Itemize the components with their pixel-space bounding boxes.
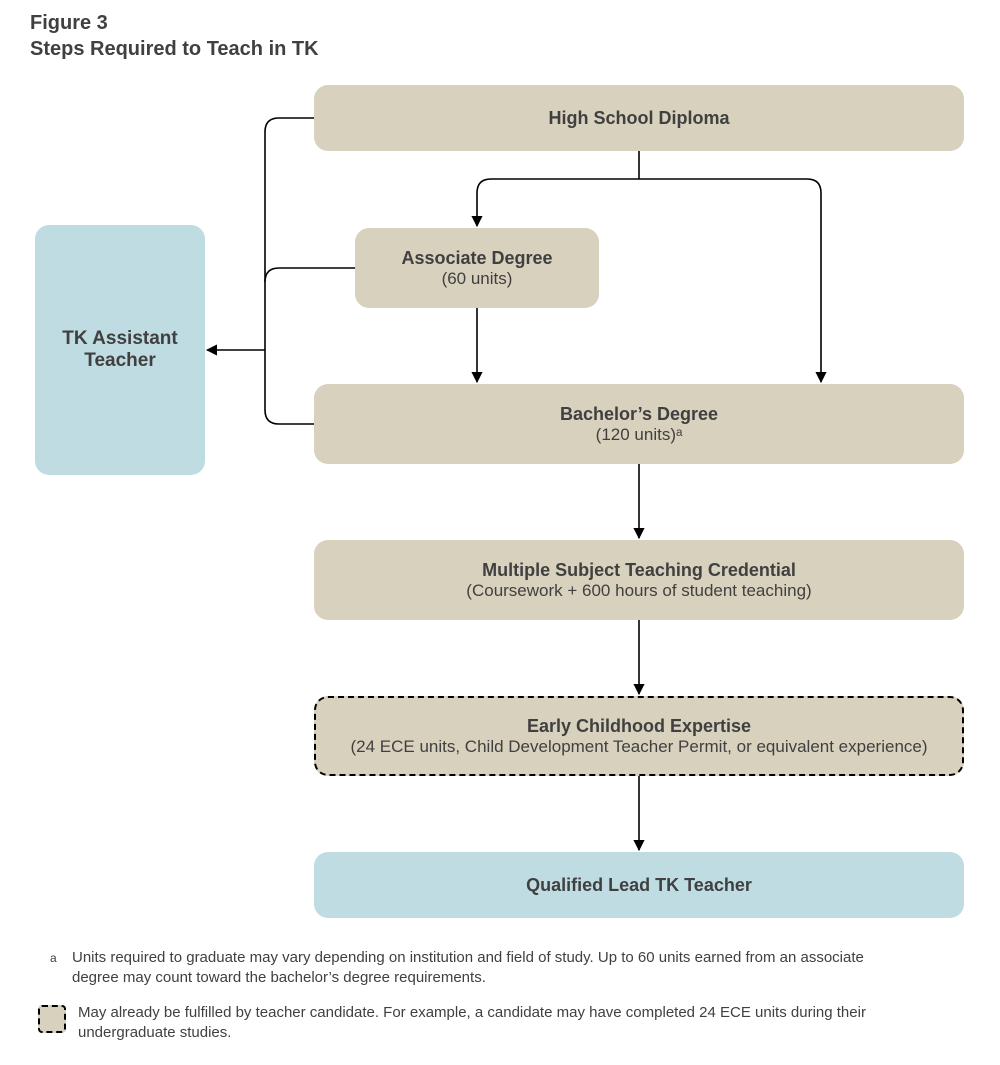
bachelors-degree-label: Bachelor’s Degree: [560, 404, 718, 425]
high-school-diploma-label: High School Diploma: [548, 108, 729, 129]
high-school-diploma-box: High School Diploma: [314, 85, 964, 151]
figure-title: Steps Required to Teach in TK: [30, 38, 319, 61]
figure-number: Figure 3: [30, 12, 108, 35]
teaching-credential-sub: (Coursework + 600 hours of student teach…: [466, 581, 811, 601]
qualified-lead-tk-teacher-label: Qualified Lead TK Teacher: [526, 875, 752, 896]
early-childhood-expertise-sub: (24 ECE units, Child Development Teacher…: [350, 737, 927, 757]
qualified-lead-tk-teacher-box: Qualified Lead TK Teacher: [314, 852, 964, 918]
teaching-credential-label: Multiple Subject Teaching Credential: [482, 560, 796, 581]
early-childhood-expertise-box: Early Childhood Expertise (24 ECE units,…: [314, 696, 964, 776]
legend-dashed-swatch: [38, 1005, 66, 1033]
bachelors-degree-box: Bachelor’s Degree (120 units)ᵃ: [314, 384, 964, 464]
footnote-a-marker: a: [50, 950, 57, 966]
footnote-legend-text: May already be fulfilled by teacher cand…: [78, 1003, 898, 1044]
associate-degree-box: Associate Degree (60 units): [355, 228, 599, 308]
bachelors-degree-sub: (120 units)ᵃ: [596, 425, 683, 445]
teaching-credential-box: Multiple Subject Teaching Credential (Co…: [314, 540, 964, 620]
tk-assistant-teacher-box: TK Assistant Teacher: [35, 225, 205, 475]
early-childhood-expertise-label: Early Childhood Expertise: [527, 716, 751, 737]
tk-assistant-teacher-label: TK Assistant Teacher: [53, 328, 187, 372]
associate-degree-label: Associate Degree: [401, 248, 552, 269]
associate-degree-sub: (60 units): [442, 269, 513, 289]
footnote-a-text: Units required to graduate may vary depe…: [72, 948, 892, 989]
